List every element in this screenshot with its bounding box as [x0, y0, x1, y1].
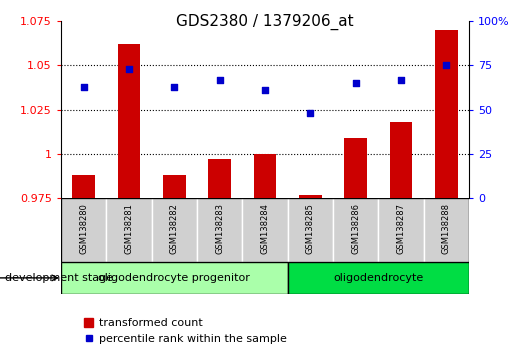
Text: GSM138283: GSM138283 [215, 203, 224, 254]
Bar [118, 44, 140, 198]
Point [215, 77, 224, 82]
Bar [163, 175, 186, 198]
Text: GSM138288: GSM138288 [442, 203, 451, 254]
Bar [61, 198, 107, 262]
Text: GSM138284: GSM138284 [261, 203, 269, 254]
Bar [107, 198, 152, 262]
Bar [344, 138, 367, 198]
Point [261, 87, 269, 93]
Bar [378, 198, 423, 262]
Bar [288, 262, 469, 294]
Text: GDS2380 / 1379206_at: GDS2380 / 1379206_at [176, 14, 354, 30]
Text: GSM138280: GSM138280 [79, 203, 88, 254]
Text: oligodendrocyte progenitor: oligodendrocyte progenitor [99, 273, 250, 283]
Legend: transformed count, percentile rank within the sample: transformed count, percentile rank withi… [80, 314, 291, 348]
Bar [333, 198, 378, 262]
Point [306, 110, 315, 116]
Text: GSM138287: GSM138287 [396, 203, 405, 254]
Point [397, 77, 405, 82]
Text: GSM138285: GSM138285 [306, 203, 315, 254]
Text: GSM138281: GSM138281 [125, 203, 134, 254]
Point [442, 63, 450, 68]
Text: GSM138286: GSM138286 [351, 203, 360, 254]
Bar [208, 159, 231, 198]
Point [80, 84, 88, 90]
Point [351, 80, 360, 86]
Bar [435, 30, 458, 198]
Bar [288, 198, 333, 262]
Bar [152, 198, 197, 262]
Point [125, 66, 133, 72]
Bar [72, 175, 95, 198]
Point [170, 84, 179, 90]
Bar [299, 195, 322, 198]
Bar [423, 198, 469, 262]
Bar [390, 122, 412, 198]
Bar [61, 262, 288, 294]
Text: development stage: development stage [5, 273, 113, 283]
Bar [242, 198, 288, 262]
Text: oligodendrocyte: oligodendrocyte [333, 273, 423, 283]
Bar [254, 154, 276, 198]
Text: GSM138282: GSM138282 [170, 203, 179, 254]
Bar [197, 198, 242, 262]
